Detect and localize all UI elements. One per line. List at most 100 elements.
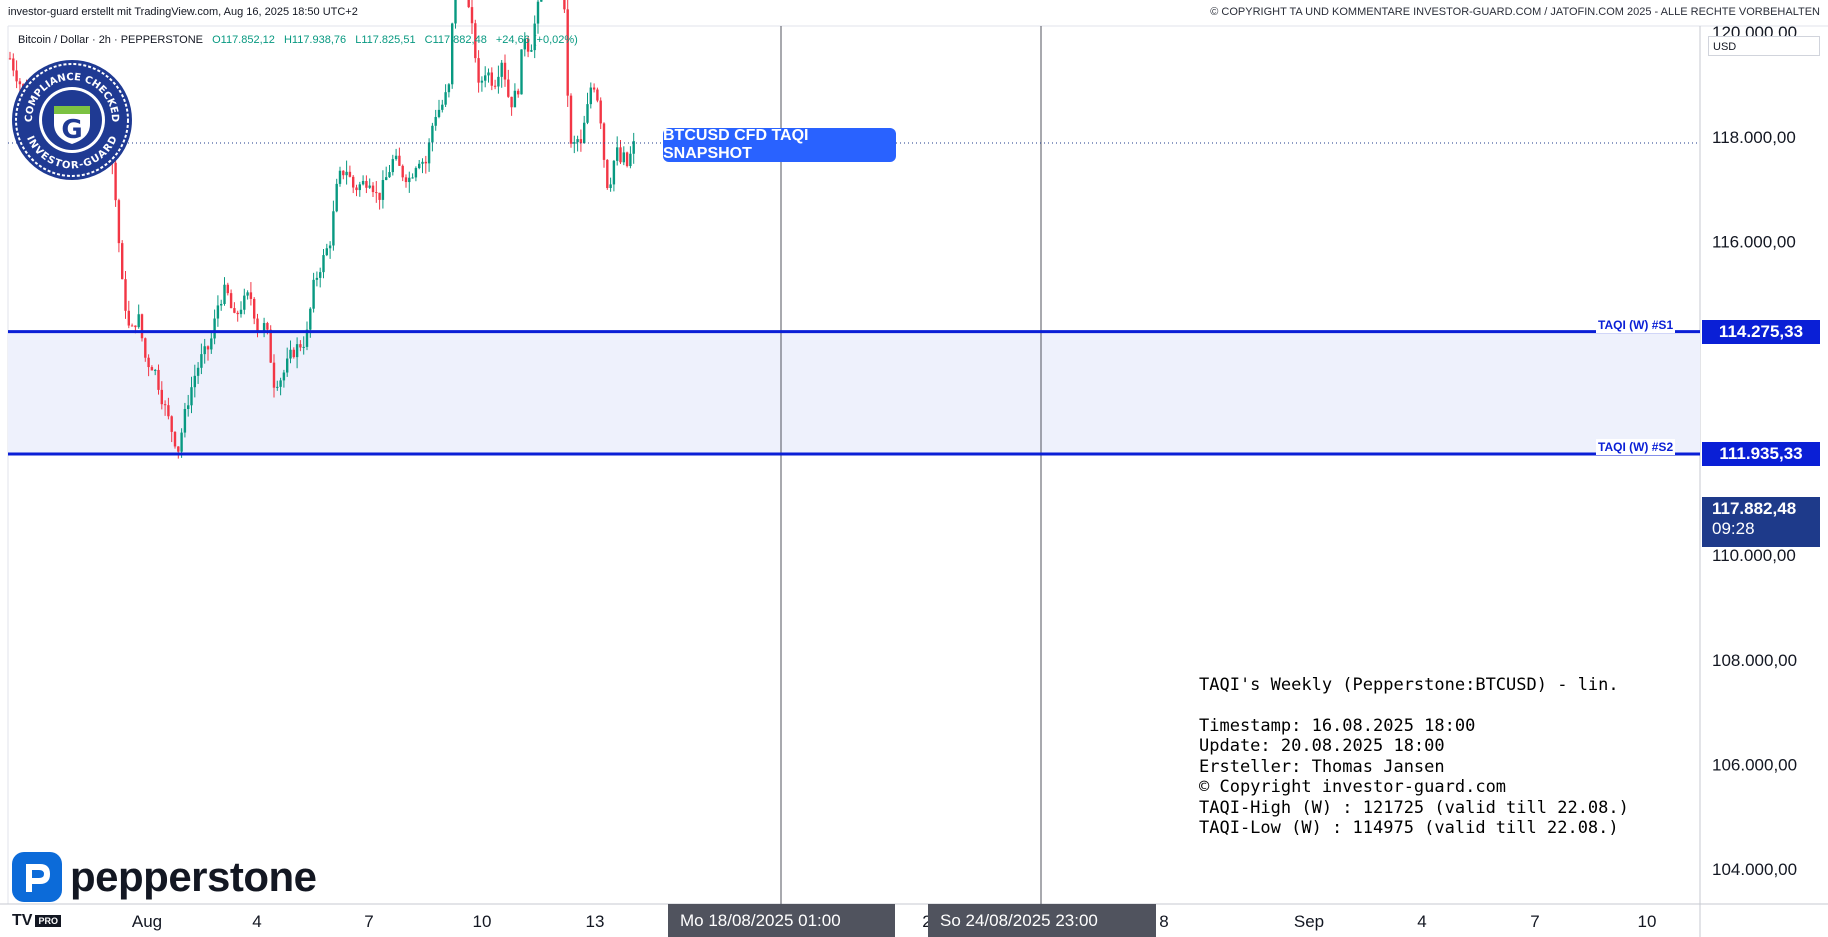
- candle-body: [335, 183, 338, 212]
- candle-body: [18, 81, 22, 85]
- candle-body: [470, 7, 474, 24]
- compliance-seal: G COMPLIANCE CHECKED INVESTOR-GUARD: [10, 58, 134, 187]
- y-tick-label: 106.000,00: [1712, 755, 1797, 774]
- tradingview-logo[interactable]: TV PRO: [12, 912, 61, 930]
- candle-body: [418, 163, 421, 169]
- candle-body: [200, 354, 203, 368]
- candle-body: [444, 92, 447, 105]
- candle-body: [140, 314, 144, 339]
- candle-body: [160, 389, 163, 405]
- candle-body: [625, 152, 629, 167]
- candle-body: [441, 104, 444, 110]
- y-tick-label: 104.000,00: [1712, 860, 1797, 879]
- candle-body: [328, 245, 332, 249]
- candle-body: [454, 0, 457, 24]
- candle-body: [12, 58, 15, 71]
- header-author: investor-guard erstellt mit TradingView.…: [8, 6, 358, 18]
- candle-body: [239, 309, 243, 315]
- candle-body: [348, 171, 352, 177]
- candle-body: [226, 284, 229, 294]
- candle-body: [381, 180, 385, 200]
- candle-body: [404, 177, 408, 183]
- candle-body: [612, 160, 616, 185]
- candle-body: [292, 349, 295, 358]
- candle-body: [210, 338, 213, 350]
- x-tick-label: 8: [1159, 912, 1169, 931]
- candle-body: [589, 87, 592, 105]
- candle-body: [295, 344, 299, 358]
- candle-body: [358, 184, 361, 191]
- candle-body: [536, 1, 540, 24]
- candle-body: [447, 84, 451, 93]
- brand-name: pepperstone: [70, 853, 317, 900]
- x-tick-label: 4: [252, 912, 262, 931]
- candle-body: [503, 62, 507, 80]
- candle-body: [507, 79, 510, 97]
- candle-body: [566, 9, 569, 96]
- x-tick-label: 7: [1530, 912, 1540, 931]
- candle-body: [282, 372, 286, 381]
- candle-body: [272, 362, 276, 388]
- y-tick-label: 110.000,00: [1712, 546, 1796, 565]
- x-tick-label: Sep: [1293, 912, 1325, 931]
- candle-body: [622, 152, 625, 163]
- ohlc-open: O117.852,12: [212, 34, 275, 46]
- x-tick-label-partial: 2: [922, 912, 932, 931]
- candle-body: [523, 38, 526, 50]
- taqi-notes: TAQI's Weekly (Pepperstone:BTCUSD) - lin…: [1199, 675, 1629, 839]
- candle-body: [394, 155, 398, 160]
- candle-body: [322, 255, 325, 273]
- candle-body: [196, 367, 200, 376]
- level-price-tag: 111.935,33: [1702, 441, 1820, 466]
- ohlc-change: +24,66 (+0,02%): [495, 34, 578, 46]
- candle-body: [246, 292, 249, 296]
- x-tick-label: 10: [472, 912, 492, 931]
- candle-body: [206, 346, 210, 350]
- candle-body: [315, 277, 319, 280]
- candle-body: [220, 303, 223, 306]
- candle-body: [526, 38, 530, 52]
- level-label: TAQI (W) #S1: [1596, 316, 1676, 333]
- candle-body: [569, 95, 573, 144]
- x-tick-label: 10: [1637, 912, 1657, 931]
- x-marker-left-label: Mo 18/08/2025 01:00: [668, 904, 895, 937]
- y-tick-label: 118.000,00: [1712, 128, 1796, 147]
- candle-body: [193, 375, 196, 388]
- candle-body: [451, 23, 454, 85]
- candle-body: [279, 380, 282, 387]
- symbol-name[interactable]: Bitcoin / Dollar · 2h · PEPPERSTONE: [18, 34, 204, 46]
- candle-body: [253, 298, 256, 319]
- currency-badge[interactable]: USD: [1708, 36, 1820, 56]
- candle-body: [137, 314, 140, 328]
- candle-body: [309, 308, 312, 330]
- candle-body: [592, 87, 596, 90]
- candle-body: [345, 171, 348, 176]
- candle-body: [319, 272, 322, 278]
- candle-body: [474, 23, 477, 59]
- candle-body: [190, 387, 193, 406]
- candle-body: [163, 404, 167, 406]
- candle-body: [513, 90, 517, 108]
- candle-body: [203, 346, 206, 355]
- candle-body: [517, 90, 520, 95]
- candle-body: [467, 0, 470, 8]
- candle-body: [629, 153, 632, 167]
- candle-body: [421, 161, 424, 164]
- notes-line: TAQI-Low (W) : 114975 (valid till 22.08.…: [1199, 818, 1619, 838]
- candle-body: [408, 177, 411, 183]
- candle-body: [256, 318, 259, 332]
- candle-body: [434, 116, 437, 126]
- candle-body: [124, 279, 127, 311]
- candle-body: [414, 168, 418, 178]
- notes-line: TAQI-High (W) : 121725 (valid till 22.08…: [1199, 797, 1629, 818]
- level-zone: [8, 331, 1700, 454]
- notes-line: Update: 20.08.2025 18:00: [1199, 736, 1445, 756]
- level-price-tag: 114.275,33: [1702, 319, 1820, 344]
- candle-body: [325, 248, 328, 256]
- candle-body: [249, 292, 253, 299]
- candle-body: [117, 200, 121, 244]
- candle-body: [229, 293, 233, 309]
- x-tick-label: 7: [364, 912, 374, 931]
- candle-body: [563, 0, 566, 10]
